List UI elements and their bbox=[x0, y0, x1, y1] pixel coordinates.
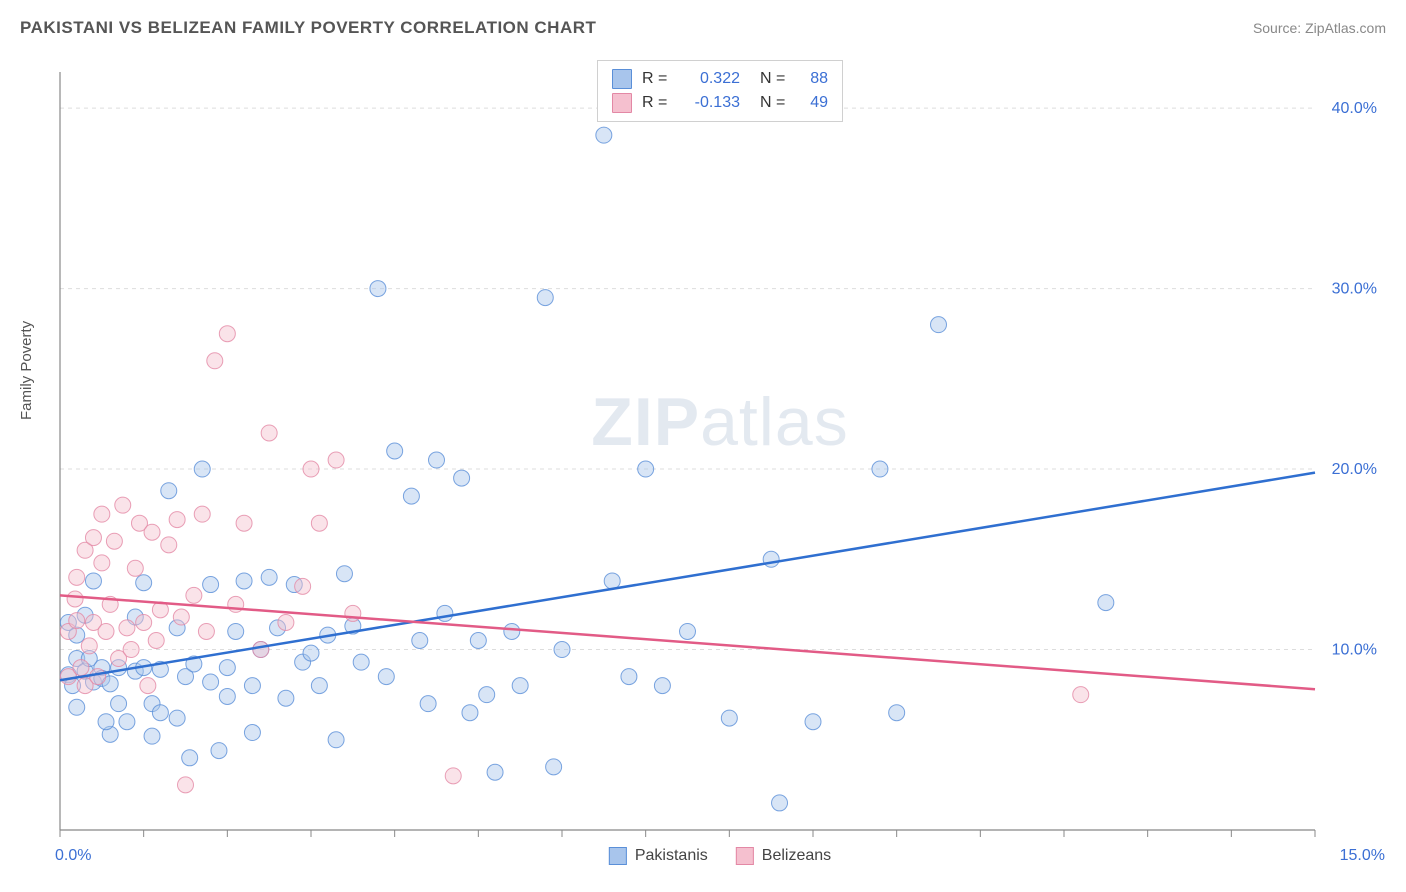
svg-text:40.0%: 40.0% bbox=[1332, 100, 1377, 117]
legend-label: Belizeans bbox=[762, 847, 831, 865]
y-axis-label: Family Poverty bbox=[18, 321, 35, 420]
scatter-chart: 10.0% 20.0% 30.0% 40.0% bbox=[55, 60, 1385, 865]
legend-item: Pakistanis bbox=[609, 847, 708, 865]
chart-container: 10.0%20.0%30.0%40.0% ZIPatlas R =0.322N … bbox=[55, 60, 1385, 865]
correlation-legend: R = 0.322 N = 88 R = -0.133 N = 49 bbox=[597, 60, 843, 122]
legend-swatch bbox=[609, 847, 627, 865]
n-label: N = bbox=[760, 70, 788, 88]
chart-title: PAKISTANI VS BELIZEAN FAMILY POVERTY COR… bbox=[20, 18, 596, 38]
legend-swatch bbox=[612, 69, 632, 89]
legend-swatch bbox=[736, 847, 754, 865]
r-value: -0.133 bbox=[680, 94, 740, 112]
legend-swatch bbox=[612, 93, 632, 113]
r-value: 0.322 bbox=[680, 70, 740, 88]
x-axis-min-label: 0.0% bbox=[55, 847, 91, 865]
svg-text:20.0%: 20.0% bbox=[1332, 461, 1377, 478]
n-label: N = bbox=[760, 94, 788, 112]
r-label: R = bbox=[642, 70, 670, 88]
legend-row: R = -0.133 N = 49 bbox=[612, 91, 828, 115]
svg-text:30.0%: 30.0% bbox=[1332, 281, 1377, 298]
n-value: 49 bbox=[798, 94, 828, 112]
legend-row: R = 0.322 N = 88 bbox=[612, 67, 828, 91]
legend-item: Belizeans bbox=[736, 847, 831, 865]
source-attribution: Source: ZipAtlas.com bbox=[1253, 20, 1386, 36]
series-legend: Pakistanis Belizeans bbox=[609, 847, 831, 865]
n-value: 88 bbox=[798, 70, 828, 88]
r-label: R = bbox=[642, 94, 670, 112]
svg-text:10.0%: 10.0% bbox=[1332, 642, 1377, 659]
x-axis-max-label: 15.0% bbox=[1340, 847, 1385, 865]
legend-label: Pakistanis bbox=[635, 847, 708, 865]
